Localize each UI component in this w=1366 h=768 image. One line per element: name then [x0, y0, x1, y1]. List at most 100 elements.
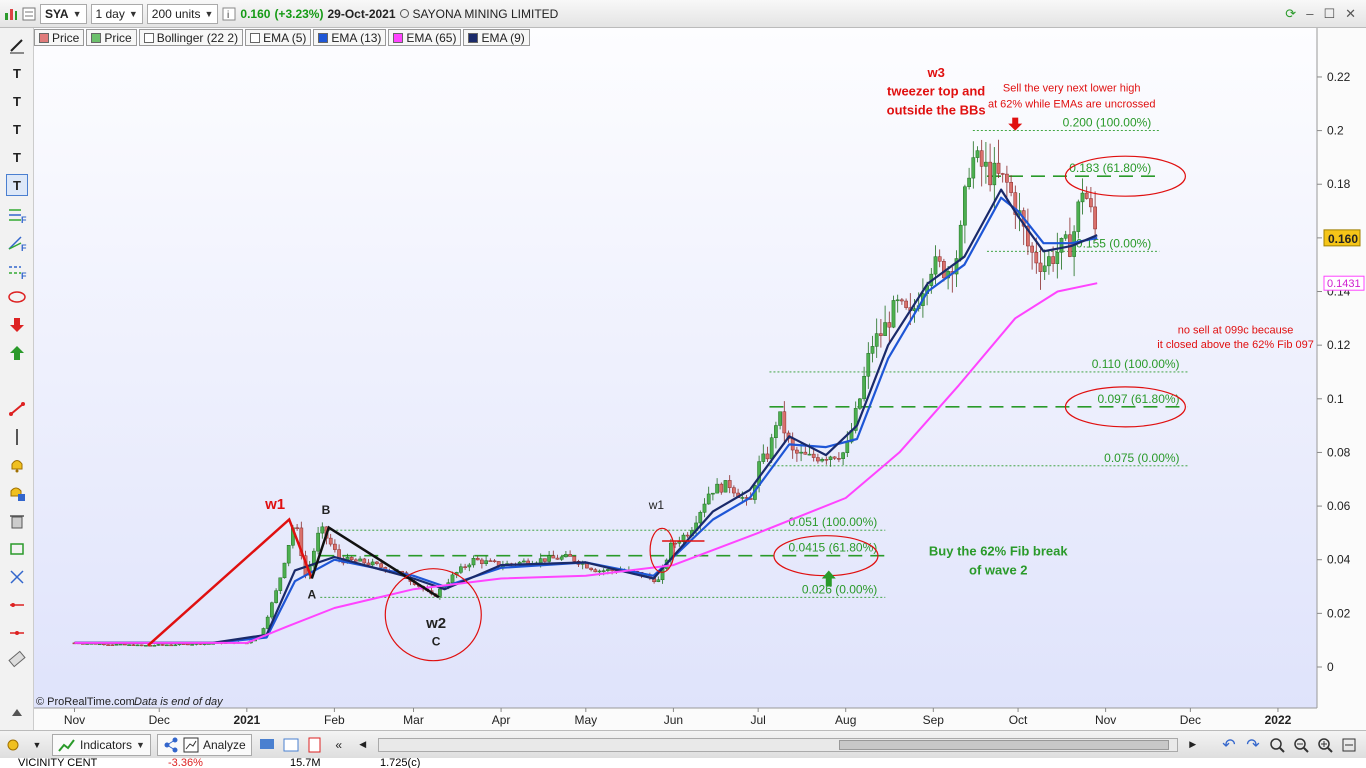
info-icon[interactable]: i [222, 7, 236, 21]
text-tool-icon[interactable]: T [13, 149, 21, 165]
fibonacci-icon[interactable]: F [6, 204, 28, 226]
horizontal-line-icon[interactable] [6, 622, 28, 644]
legend-item[interactable]: Bollinger (22 2) [138, 29, 244, 46]
ellipse-icon[interactable] [6, 286, 28, 308]
fibonacci-fan-icon[interactable]: F [6, 232, 28, 254]
ticker-selector[interactable]: SYA ▼ [40, 3, 87, 24]
candle-body [874, 333, 879, 347]
interval-selector[interactable]: 1 day ▼ [90, 3, 143, 24]
candle-body [891, 300, 896, 328]
fibonacci-time-icon[interactable]: F [6, 260, 28, 282]
candle-body [937, 256, 942, 262]
chevron-down-icon[interactable]: ▼ [32, 739, 42, 750]
candle-body [757, 461, 761, 486]
fib-level-label: 0.075 (0.00%) [1104, 451, 1179, 465]
candle-body [1089, 198, 1093, 208]
legend-item[interactable]: EMA (13) [313, 29, 387, 46]
fib-097-circle[interactable] [1064, 386, 1187, 428]
alert-bell-icon[interactable] [6, 454, 28, 476]
analyze-button[interactable]: Analyze [156, 733, 252, 756]
price-chart[interactable]: 0.200 (100.00%)0.183 (61.80%)0.155 (0.00… [34, 28, 1366, 730]
last-price: 0.160 [240, 6, 271, 21]
quote-date: 29-Oct-2021 [327, 6, 396, 21]
list-icon[interactable] [22, 7, 36, 21]
scrollbar-thumb[interactable] [838, 739, 1169, 750]
candle-body [467, 564, 472, 568]
candle-body [778, 411, 782, 426]
scroll-right-icon[interactable]: ▶ [1189, 739, 1197, 749]
fib-level-label: 0.183 (61.80%) [1069, 161, 1151, 175]
text-tool-icon[interactable]: T [13, 121, 21, 137]
minimize-icon[interactable]: – [1306, 5, 1314, 21]
trash-icon[interactable] [6, 510, 28, 532]
undo-icon[interactable]: ↶ [1222, 736, 1236, 754]
scissors-icon[interactable] [6, 566, 28, 588]
legend-item[interactable]: EMA (5) [245, 29, 312, 46]
y-tick-label: 0.06 [1327, 499, 1351, 513]
candle-body [727, 480, 732, 488]
rectangle-icon[interactable] [6, 538, 28, 560]
settings-icon[interactable] [4, 736, 22, 754]
trendline-icon[interactable] [6, 398, 28, 420]
screener-icon[interactable] [282, 736, 300, 754]
up-arrow-icon[interactable] [6, 702, 28, 724]
legend-item[interactable]: Price [34, 29, 85, 46]
report-icon[interactable] [306, 736, 324, 754]
candle-body [522, 560, 526, 563]
text-box-icon[interactable]: T [6, 174, 28, 196]
fib-183-circle[interactable] [1064, 155, 1187, 197]
candle-body [723, 480, 728, 493]
candle-body [139, 644, 144, 647]
indicators-button[interactable]: Indicators ▼ [52, 733, 151, 756]
vertical-line-icon[interactable] [6, 426, 28, 448]
legend-swatch [250, 32, 261, 43]
wave2-circle[interactable] [384, 568, 482, 662]
horizontal-line-icon[interactable] [6, 594, 28, 616]
scroll-left-double-icon[interactable]: « [335, 737, 342, 752]
candle-body [559, 556, 564, 560]
candle-body [967, 177, 971, 188]
legend-item[interactable]: Price [86, 29, 137, 46]
text-tool-icon[interactable]: T [13, 65, 21, 81]
wave1-line[interactable] [147, 517, 313, 647]
candle-body [811, 453, 816, 458]
arrow-up-icon[interactable] [6, 342, 28, 364]
svg-text:F: F [21, 215, 27, 224]
candle-body [450, 574, 455, 583]
candle-body [715, 483, 719, 494]
scroll-left-icon[interactable]: ◀ [359, 739, 367, 749]
candle-body [568, 554, 572, 557]
ruler-icon[interactable] [6, 648, 28, 670]
sync-icon[interactable]: ⟳ [1285, 5, 1297, 21]
bar-chart-icon[interactable] [4, 7, 18, 21]
zoom-out-icon[interactable] [1292, 736, 1310, 754]
pencil-icon[interactable] [6, 34, 28, 56]
zoom-in-icon[interactable] [1316, 736, 1334, 754]
candle-body [106, 644, 110, 646]
candle-body [333, 543, 337, 550]
message-icon[interactable] [258, 736, 276, 754]
text-tool-icon[interactable]: T [13, 93, 21, 109]
candle-body [165, 644, 169, 647]
alert-settings-icon[interactable] [6, 482, 28, 504]
candle-body [295, 527, 299, 529]
candle-body [555, 557, 560, 560]
legend-item[interactable]: EMA (9) [463, 29, 530, 46]
legend-swatch [393, 32, 404, 43]
wave2-abc-line[interactable] [310, 525, 440, 599]
maximize-icon[interactable]: ☐ [1323, 5, 1336, 21]
candle-body [698, 512, 703, 524]
redo-icon[interactable]: ↷ [1246, 736, 1260, 754]
close-icon[interactable]: ✕ [1345, 5, 1356, 21]
w1-circle[interactable] [649, 527, 675, 573]
units-selector[interactable]: 200 units ▼ [146, 3, 219, 24]
legend-item[interactable]: EMA (65) [388, 29, 462, 46]
candle-body [837, 458, 841, 460]
chevron-down-icon: ▼ [128, 8, 138, 19]
arrow-down-icon[interactable] [6, 314, 28, 336]
horizontal-scrollbar[interactable] [377, 737, 1178, 752]
legend-swatch [468, 32, 479, 43]
fit-chart-icon[interactable] [1340, 736, 1358, 754]
candle-body [320, 526, 325, 534]
zoom-reset-icon[interactable] [1268, 736, 1286, 754]
